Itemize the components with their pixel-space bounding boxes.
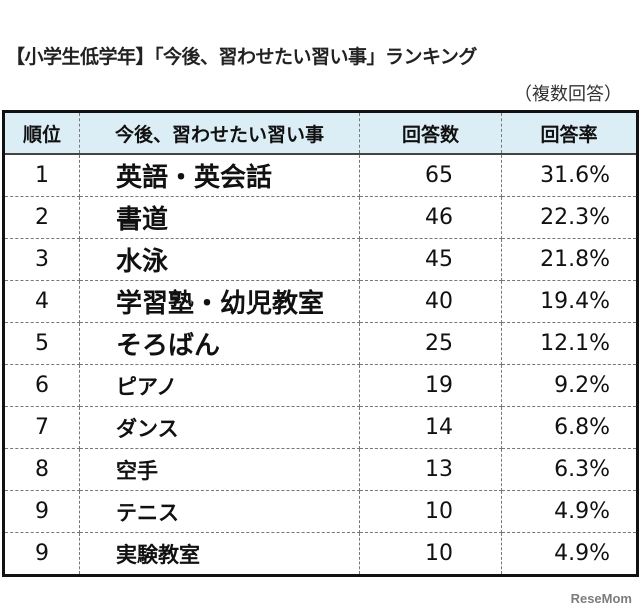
table-row: 6 ピアノ 19 9.2% [3,364,638,407]
rank-cell: 2 [3,196,80,239]
multiple-answer-note: （複数回答） [514,84,622,105]
count-cell: 19 [359,364,502,407]
rate-cell: 22.3% [501,196,638,239]
header-rate: 回答率 [501,111,638,155]
rank-cell: 9 [3,490,80,533]
count-cell: 25 [359,322,502,365]
count-cell: 65 [359,153,502,197]
rate-cell: 6.3% [501,448,638,491]
item-cell: ピアノ [79,364,360,407]
table-row: 2 書道 46 22.3% [3,196,638,239]
table-row: 3 水泳 45 21.8% [3,238,638,281]
rank-cell: 8 [3,448,80,491]
chart-title: 【小学生低学年】「今後、習わせたい習い事」ランキング [6,46,477,68]
item-cell: ダンス [79,406,360,449]
rate-cell: 4.9% [501,490,638,533]
resemom-watermark-logo: ReseMom [570,591,632,606]
rate-cell: 12.1% [501,322,638,365]
rank-cell: 1 [3,153,80,197]
table-row: 9 テニス 10 4.9% [3,490,638,533]
count-cell: 10 [359,490,502,533]
count-cell: 13 [359,448,502,491]
count-cell: 45 [359,238,502,281]
table-row: 1 英語・英会話 65 31.6% [3,153,638,197]
item-cell: 実験教室 [79,532,360,576]
header-item: 今後、習わせたい習い事 [79,111,360,155]
rate-cell: 21.8% [501,238,638,281]
count-cell: 14 [359,406,502,449]
table-row: 9 実験教室 10 4.9% [3,532,638,576]
table-row: 8 空手 13 6.3% [3,448,638,491]
ranking-table: 順位 今後、習わせたい習い事 回答数 回答率 1 英語・英会話 65 31.6% 2 書道… [2,110,639,577]
rank-cell: 6 [3,364,80,407]
header-rank: 順位 [3,111,80,155]
rank-cell: 3 [3,238,80,281]
rate-cell: 4.9% [501,532,638,576]
rank-cell: 4 [3,280,80,323]
item-cell: そろばん [79,322,360,365]
rate-cell: 31.6% [501,153,638,197]
item-cell: 英語・英会話 [79,153,360,197]
item-cell: テニス [79,490,360,533]
count-cell: 40 [359,280,502,323]
item-cell: 水泳 [79,238,360,281]
item-cell: 書道 [79,196,360,239]
table-row: 7 ダンス 14 6.8% [3,406,638,449]
item-cell: 学習塾・幼児教室 [79,280,360,323]
rate-cell: 19.4% [501,280,638,323]
rate-cell: 6.8% [501,406,638,449]
rate-cell: 9.2% [501,364,638,407]
count-cell: 10 [359,532,502,576]
header-count: 回答数 [359,111,502,155]
item-cell: 空手 [79,448,360,491]
rank-cell: 7 [3,406,80,449]
table-row: 5 そろばん 25 12.1% [3,322,638,365]
count-cell: 46 [359,196,502,239]
table-row: 4 学習塾・幼児教室 40 19.4% [3,280,638,323]
header-row: 順位 今後、習わせたい習い事 回答数 回答率 [3,111,638,155]
rank-cell: 9 [3,532,80,576]
rank-cell: 5 [3,322,80,365]
